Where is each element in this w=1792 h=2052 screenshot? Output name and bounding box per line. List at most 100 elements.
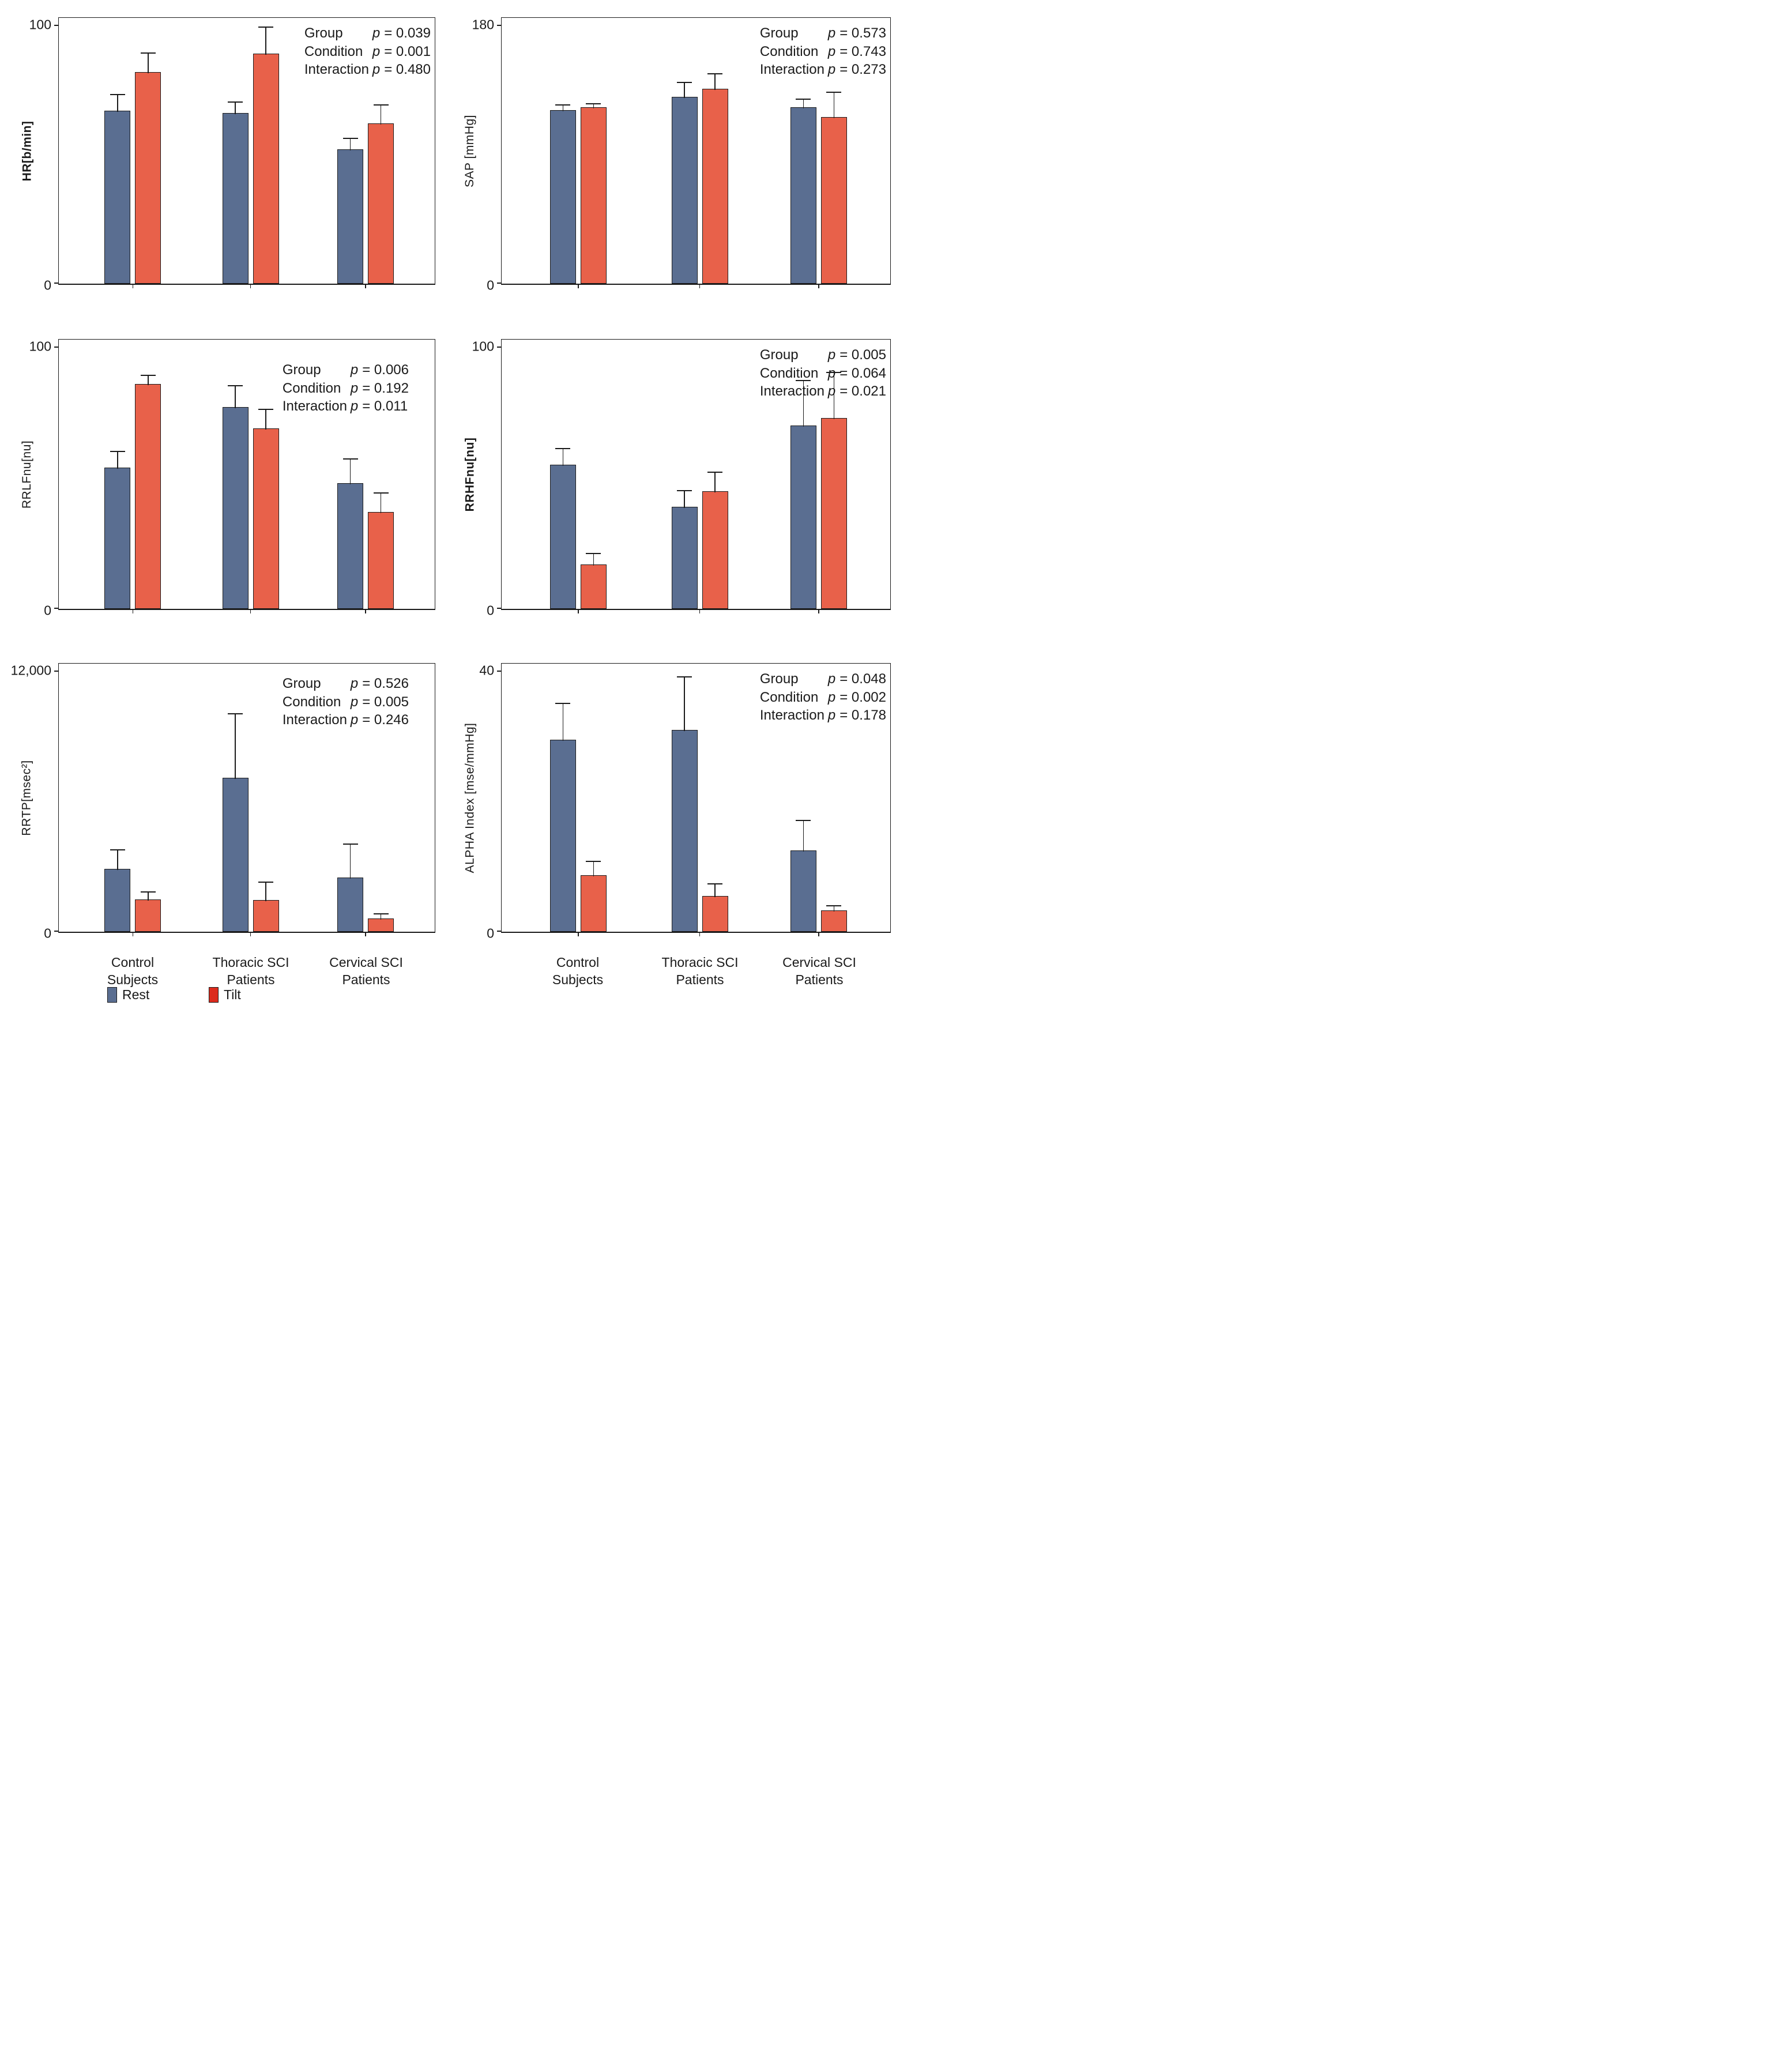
error-bar-cap (796, 99, 811, 100)
error-bar (714, 74, 716, 90)
stat-row-interaction: Interaction p = 0.480 (304, 62, 431, 78)
error-bar (593, 104, 594, 108)
bar-tilt-thoracic-sci (702, 88, 728, 284)
group-label-thoracic-right: Thoracic SCI Patients (661, 955, 739, 987)
x-tick-mark (818, 609, 819, 613)
p-value-group: = 0.526 (362, 676, 409, 691)
error-bar-cap (826, 372, 842, 374)
p-value-condition: = 0.001 (384, 43, 431, 59)
bar-rest-control (549, 465, 576, 609)
error-bar (380, 494, 382, 514)
y-tick-label-zero: 0 (44, 277, 51, 293)
bar-rest-control (549, 739, 576, 932)
stat-row-condition: Condition p = 0.743 (759, 43, 886, 59)
bar-rest-cervical-sci (790, 107, 816, 284)
rest-swatch (107, 987, 117, 1003)
error-bar-cap (707, 883, 723, 884)
x-tick-mark (250, 609, 251, 613)
y-axis-label: HR[b/min] (20, 121, 34, 182)
x-tick-mark (578, 609, 579, 613)
error-bar-cap (707, 73, 723, 74)
p-value-interaction: = 0.246 (362, 712, 409, 728)
error-bar (684, 82, 685, 99)
plot-area (497, 339, 891, 613)
p-value-interaction: = 0.480 (384, 62, 431, 78)
p-value-interaction: = 0.011 (362, 398, 408, 415)
x-tick-mark (365, 284, 366, 288)
y-tick-mark (497, 608, 502, 609)
error-bar-cap (677, 81, 692, 83)
anova-stats: Group p = 0.526 Condition p = 0.005 Interact… (283, 675, 409, 729)
y-axis-label: RRTP[msec²] (20, 760, 33, 836)
stat-row-interaction: Interaction p = 0.021 (759, 383, 886, 400)
p-value-condition: = 0.002 (839, 689, 886, 705)
p-value-group: = 0.039 (384, 25, 431, 41)
error-bar-cap (707, 471, 723, 473)
error-bar (117, 95, 118, 112)
y-tick-label-zero: 0 (44, 603, 51, 618)
bar-rest-control (104, 110, 131, 284)
error-bar-cap (342, 458, 358, 460)
y-tick-mark (54, 25, 59, 26)
bar-rest-cervical-sci (790, 426, 816, 609)
bar-rest-thoracic-sci (671, 506, 698, 609)
error-bar-cap (258, 27, 274, 28)
error-bar-cap (586, 103, 601, 104)
error-bar (833, 373, 835, 419)
stat-row-interaction: Interaction p = 0.246 (282, 712, 409, 728)
chart-panel-alpha-index: ALPHA Index [mse/mmHg] 40 0 Group p = 0.04… (463, 663, 891, 940)
error-bar (562, 703, 564, 741)
stat-row-condition: Condition p = 0.005 (282, 694, 409, 710)
error-bar (148, 375, 149, 385)
p-value-condition: = 0.192 (362, 380, 409, 396)
plot-area (54, 663, 435, 936)
stat-row-condition: Condition p = 0.002 (759, 689, 886, 705)
group-label-control-right: Control Subjects (552, 955, 604, 987)
y-tick-mark (497, 931, 502, 932)
error-bar-cap (826, 905, 842, 906)
bar-tilt-control (135, 899, 161, 932)
stat-row-condition: Condition p = 0.064 (759, 365, 886, 381)
group-label-thoracic-left: Thoracic SCI Patients (212, 955, 289, 987)
stat-row-group: Group p = 0.005 (759, 347, 886, 363)
error-bar-cap (110, 849, 125, 850)
plot-area (54, 17, 435, 288)
error-bar (235, 386, 236, 409)
legend-label-tilt: Tilt (224, 987, 241, 1002)
six-panel-bar-figure: HR[b/min] 100 0 Group p = 0.039 Condition p… (0, 0, 896, 1026)
stat-row-interaction: Interaction p = 0.273 (759, 62, 886, 78)
group-label-control-left: Control Subjects (107, 955, 159, 987)
error-bar (265, 28, 266, 55)
y-tick-mark (54, 671, 59, 672)
error-bar-cap (258, 408, 274, 410)
error-bar-cap (258, 882, 274, 883)
error-bar (148, 893, 149, 901)
y-tick-label-max: 12,000 (10, 662, 51, 678)
y-tick-label-max: 180 (472, 17, 494, 32)
error-bar (803, 381, 804, 427)
p-value-group: = 0.048 (839, 671, 886, 687)
stat-row-group: Group p = 0.526 (282, 676, 409, 691)
error-bar (380, 914, 382, 920)
y-tick-mark (497, 25, 502, 26)
anova-stats: Group p = 0.573 Condition p = 0.743 Interact… (760, 24, 886, 79)
stat-row-group: Group p = 0.039 (304, 25, 431, 41)
x-tick-mark (132, 284, 134, 288)
stat-row-condition: Condition p = 0.192 (282, 380, 409, 396)
x-tick-mark (132, 932, 134, 936)
error-bar-cap (140, 891, 156, 893)
error-bar (593, 862, 594, 876)
group-label-cervical-right: Cervical SCI Patients (782, 955, 856, 987)
bar-rest-thoracic-sci (222, 407, 249, 609)
anova-stats: Group p = 0.039 Condition p = 0.001 Interact… (304, 24, 431, 79)
y-tick-label-max: 100 (29, 17, 51, 32)
anova-stats: Group p = 0.005 Condition p = 0.064 Interact… (760, 346, 886, 401)
bar-rest-control (549, 110, 576, 284)
error-bar (803, 820, 804, 852)
stat-row-interaction: Interaction p = 0.011 (282, 398, 408, 415)
error-bar (562, 449, 564, 466)
error-bar-cap (555, 448, 571, 450)
error-bar-cap (586, 861, 601, 863)
p-value-group: = 0.005 (839, 347, 886, 363)
error-bar-cap (677, 676, 692, 678)
